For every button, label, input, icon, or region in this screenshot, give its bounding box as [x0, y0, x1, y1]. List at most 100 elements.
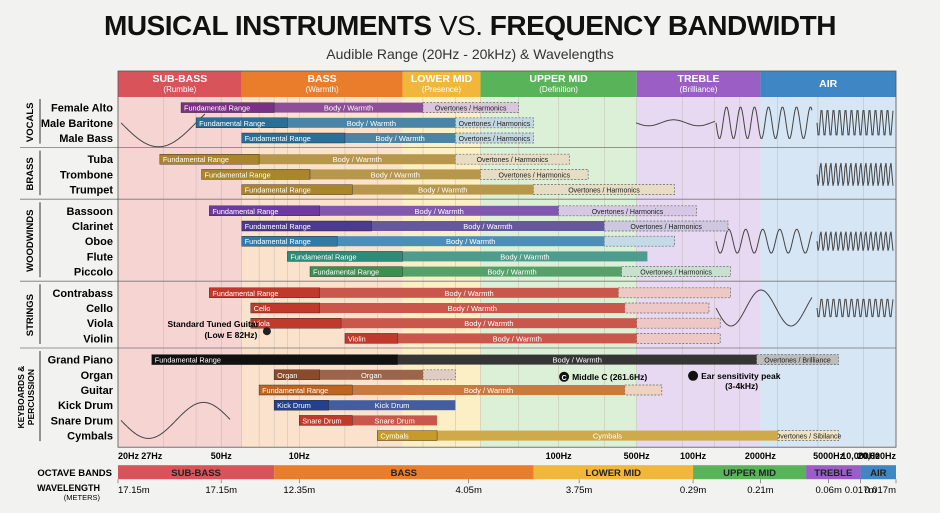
body-label-bassoon: Body / Warmth — [415, 207, 464, 216]
overtones-bar-contrabass — [618, 287, 731, 299]
octave-band-bass — [274, 465, 534, 480]
band-header-treble — [636, 71, 761, 97]
instrument-label-male-baritone: Male Baritone — [41, 118, 113, 130]
body-bar-guitar — [352, 385, 625, 395]
band-desc-lower-mid: (Presence) — [422, 85, 461, 94]
overtones-bar-guitar — [624, 384, 663, 396]
body-label-clarinet: Body / Warmth — [463, 222, 512, 231]
page-subtitle: Audible Range (20Hz - 20kHz) & Wavelengt… — [326, 46, 614, 62]
wavelength-label: WAVELENGTH — [37, 483, 100, 493]
ear-icon — [688, 370, 699, 381]
treble-wave-woodwinds — [715, 228, 813, 254]
fundamental-bar-female-alto — [180, 102, 275, 113]
group-label-part: KEYBOARDS & — [16, 366, 26, 429]
x-tick-label: 10,000Hz — [841, 451, 880, 461]
wavelength-value: 12.35m — [283, 485, 315, 496]
body-bar-tuba — [259, 154, 456, 165]
treble-wave-vocals — [715, 106, 813, 139]
instrument-label-snare-drum: Snare Drum — [51, 415, 114, 427]
x-tick-label: 500Hz — [624, 451, 651, 461]
instrument-label-trumpet: Trumpet — [70, 185, 114, 197]
wavelength-value: 17.15m — [205, 485, 237, 496]
octave-band-air — [860, 465, 896, 480]
overtones-bar-viola — [636, 317, 721, 329]
fundamental-bar-cello — [250, 302, 321, 314]
title-part-1: MUSICAL INSTRUMENTS — [104, 10, 432, 41]
overtones-label-female-alto: Overtones / Harmonics — [435, 106, 507, 113]
octave-band-lower-mid — [533, 465, 694, 480]
overtones-bar-female-alto — [422, 102, 519, 113]
air-wave-woodwinds — [816, 231, 894, 251]
fundamental-bar-trombone — [201, 169, 311, 180]
body-label-organ: Organ — [361, 371, 382, 380]
fundamental-label-clarinet: Fundamental Range — [245, 222, 311, 231]
fundamental-bar-cymbals — [377, 430, 438, 441]
instrument-label-grand-piano: Grand Piano — [48, 355, 114, 367]
overtones-bar-trombone — [480, 169, 589, 180]
instrument-label-female-alto: Female Alto — [51, 103, 113, 115]
body-label-trombone: Body / Warmth — [371, 170, 420, 179]
band-name-sub-bass: SUB-BASS — [152, 73, 207, 85]
fundamental-label-viola: Viola — [254, 319, 271, 328]
x-tick-label: 20,000Hz — [857, 451, 896, 461]
x-tick-label: 50Hz — [211, 451, 233, 461]
page-title: MUSICAL INSTRUMENTS VS. FREQUENCY BANDWI… — [0, 10, 940, 42]
overtones-bar-cello — [624, 302, 710, 314]
instrument-label-oboe: Oboe — [85, 236, 113, 248]
fundamental-bar-guitar — [258, 384, 353, 396]
body-bar-snare-drum — [352, 415, 438, 426]
wavelength-value: 3.75m — [566, 485, 592, 496]
band-header-upper-mid — [480, 71, 637, 97]
overtones-label-trombone: Overtones / Harmonics — [499, 172, 571, 179]
body-bar-grand-piano — [397, 354, 757, 365]
fundamental-label-trombone: Fundamental Range — [205, 170, 271, 179]
x-tick-label: 27Hz — [141, 451, 163, 461]
air-wave-vocals — [816, 110, 894, 136]
middle-c-icon — [559, 371, 570, 382]
fundamental-bar-male-bass — [241, 132, 346, 144]
body-label-cello: Body / Warmth — [448, 304, 497, 313]
octave-band-label-bass: BASS — [391, 468, 417, 479]
instrument-label-guitar: Guitar — [81, 385, 114, 397]
treble-wave-strings — [715, 289, 813, 327]
instrument-label-organ: Organ — [81, 370, 114, 382]
fundamental-label-cello: Cello — [254, 304, 271, 313]
body-label-trumpet: Body / Warmth — [418, 186, 467, 195]
body-bar-cello — [319, 303, 625, 313]
octave-band-label-sub-bass: SUB-BASS — [171, 468, 221, 479]
sub-bass-wave-top — [120, 113, 206, 148]
x-tick-label: 2000Hz — [745, 451, 777, 461]
band-name-upper-mid: UPPER MID — [529, 73, 588, 85]
body-label-flute: Body / Warmth — [500, 252, 549, 261]
body-bar-violin — [397, 333, 637, 344]
body-bar-clarinet — [371, 221, 605, 231]
fundamental-bar-flute — [287, 251, 403, 262]
overtones-label-tuba: Overtones / Harmonics — [477, 157, 549, 164]
sub-bass-wave-bottom — [120, 401, 231, 439]
title-part-2: FREQUENCY BANDWIDTH — [489, 10, 837, 41]
group-label-vocals: VOCALS — [25, 103, 36, 143]
fundamental-label-violin: Violin — [348, 334, 366, 343]
band-header-air — [760, 71, 896, 97]
body-bar-male-baritone — [287, 117, 456, 128]
overtones-label-male-baritone: Overtones / Harmonics — [459, 121, 531, 128]
annotation-line: (3-4kHz) — [725, 381, 758, 391]
middle-c-icon-glyph: C — [562, 375, 567, 382]
wavelength-value: 4.05m — [455, 485, 481, 496]
band-desc-treble: (Brilliance) — [680, 85, 718, 94]
body-label-piccolo: Body / Warmth — [487, 268, 536, 277]
fundamental-label-snare-drum: Snare Drum — [302, 416, 341, 425]
instrument-label-flute: Flute — [87, 251, 113, 263]
fundamental-bar-kick-drum — [273, 400, 330, 411]
wavelength-sublabel: (METERS) — [64, 493, 101, 502]
body-bar-bassoon — [319, 205, 559, 216]
octave-band-label-lower-mid: LOWER MID — [586, 468, 642, 479]
instrument-label-cymbals: Cymbals — [67, 431, 113, 443]
fundamental-label-cymbals: Cymbals — [380, 432, 409, 441]
fundamental-bar-male-baritone — [195, 117, 288, 129]
overtones-label-cymbals: Overtones / Sibilance — [775, 434, 842, 441]
annotation-line: Ear sensitivity peak — [701, 371, 781, 381]
fundamental-label-contrabass: Fundamental Range — [212, 289, 278, 298]
wavelength-value: 0.21m — [747, 485, 773, 496]
